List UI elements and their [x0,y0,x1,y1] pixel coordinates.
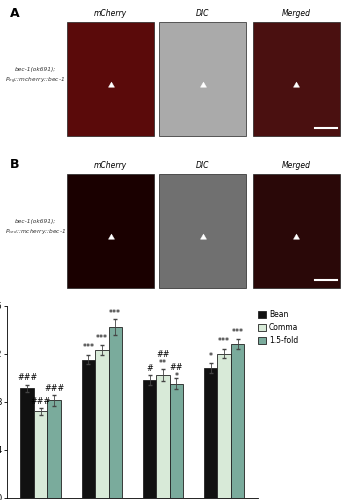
Text: ***: *** [82,344,94,352]
Text: mCherry: mCherry [94,160,127,170]
Text: ##: ## [156,350,170,359]
Bar [95,350,109,498]
Bar [81,360,95,498]
Bar [159,22,246,136]
Text: bec-1(ok691);
$P_{ced}$::mcherry::bec-1: bec-1(ok691); $P_{ced}$::mcherry::bec-1 [5,220,66,236]
Text: *: * [175,372,178,381]
Bar [231,344,244,498]
Text: ***: *** [218,338,230,346]
Text: Merged: Merged [282,9,311,18]
Text: DIC: DIC [196,9,209,18]
Bar [67,22,154,136]
Text: ###: ### [44,384,64,393]
Bar [20,388,34,498]
Text: bec-1(ok691);
$P_{egl}$::mcherry::bec-1: bec-1(ok691); $P_{egl}$::mcherry::bec-1 [5,67,65,86]
Text: B: B [10,158,20,172]
Legend: Bean, Comma, 1.5-fold: Bean, Comma, 1.5-fold [257,310,299,346]
Bar [217,354,231,498]
Bar [253,174,340,288]
Text: ###: ### [30,398,51,406]
Bar [47,400,61,498]
Bar [67,174,154,288]
Bar [204,368,217,498]
Text: Merged: Merged [282,160,311,170]
Text: A: A [10,7,20,20]
Text: mCherry: mCherry [94,9,127,18]
Bar [109,328,122,498]
Text: ***: *** [109,308,121,318]
Bar [156,375,170,498]
Bar [34,411,47,498]
Text: ###: ### [17,374,37,382]
Text: *: * [209,352,213,361]
Text: ***: *** [96,334,108,343]
Bar [159,174,246,288]
Text: ##: ## [170,363,183,372]
Text: **: ** [159,359,167,368]
Bar [253,22,340,136]
Bar [143,380,156,498]
Text: ***: *** [232,328,244,337]
Text: #: # [146,364,153,373]
Bar [170,384,183,498]
Text: DIC: DIC [196,160,209,170]
